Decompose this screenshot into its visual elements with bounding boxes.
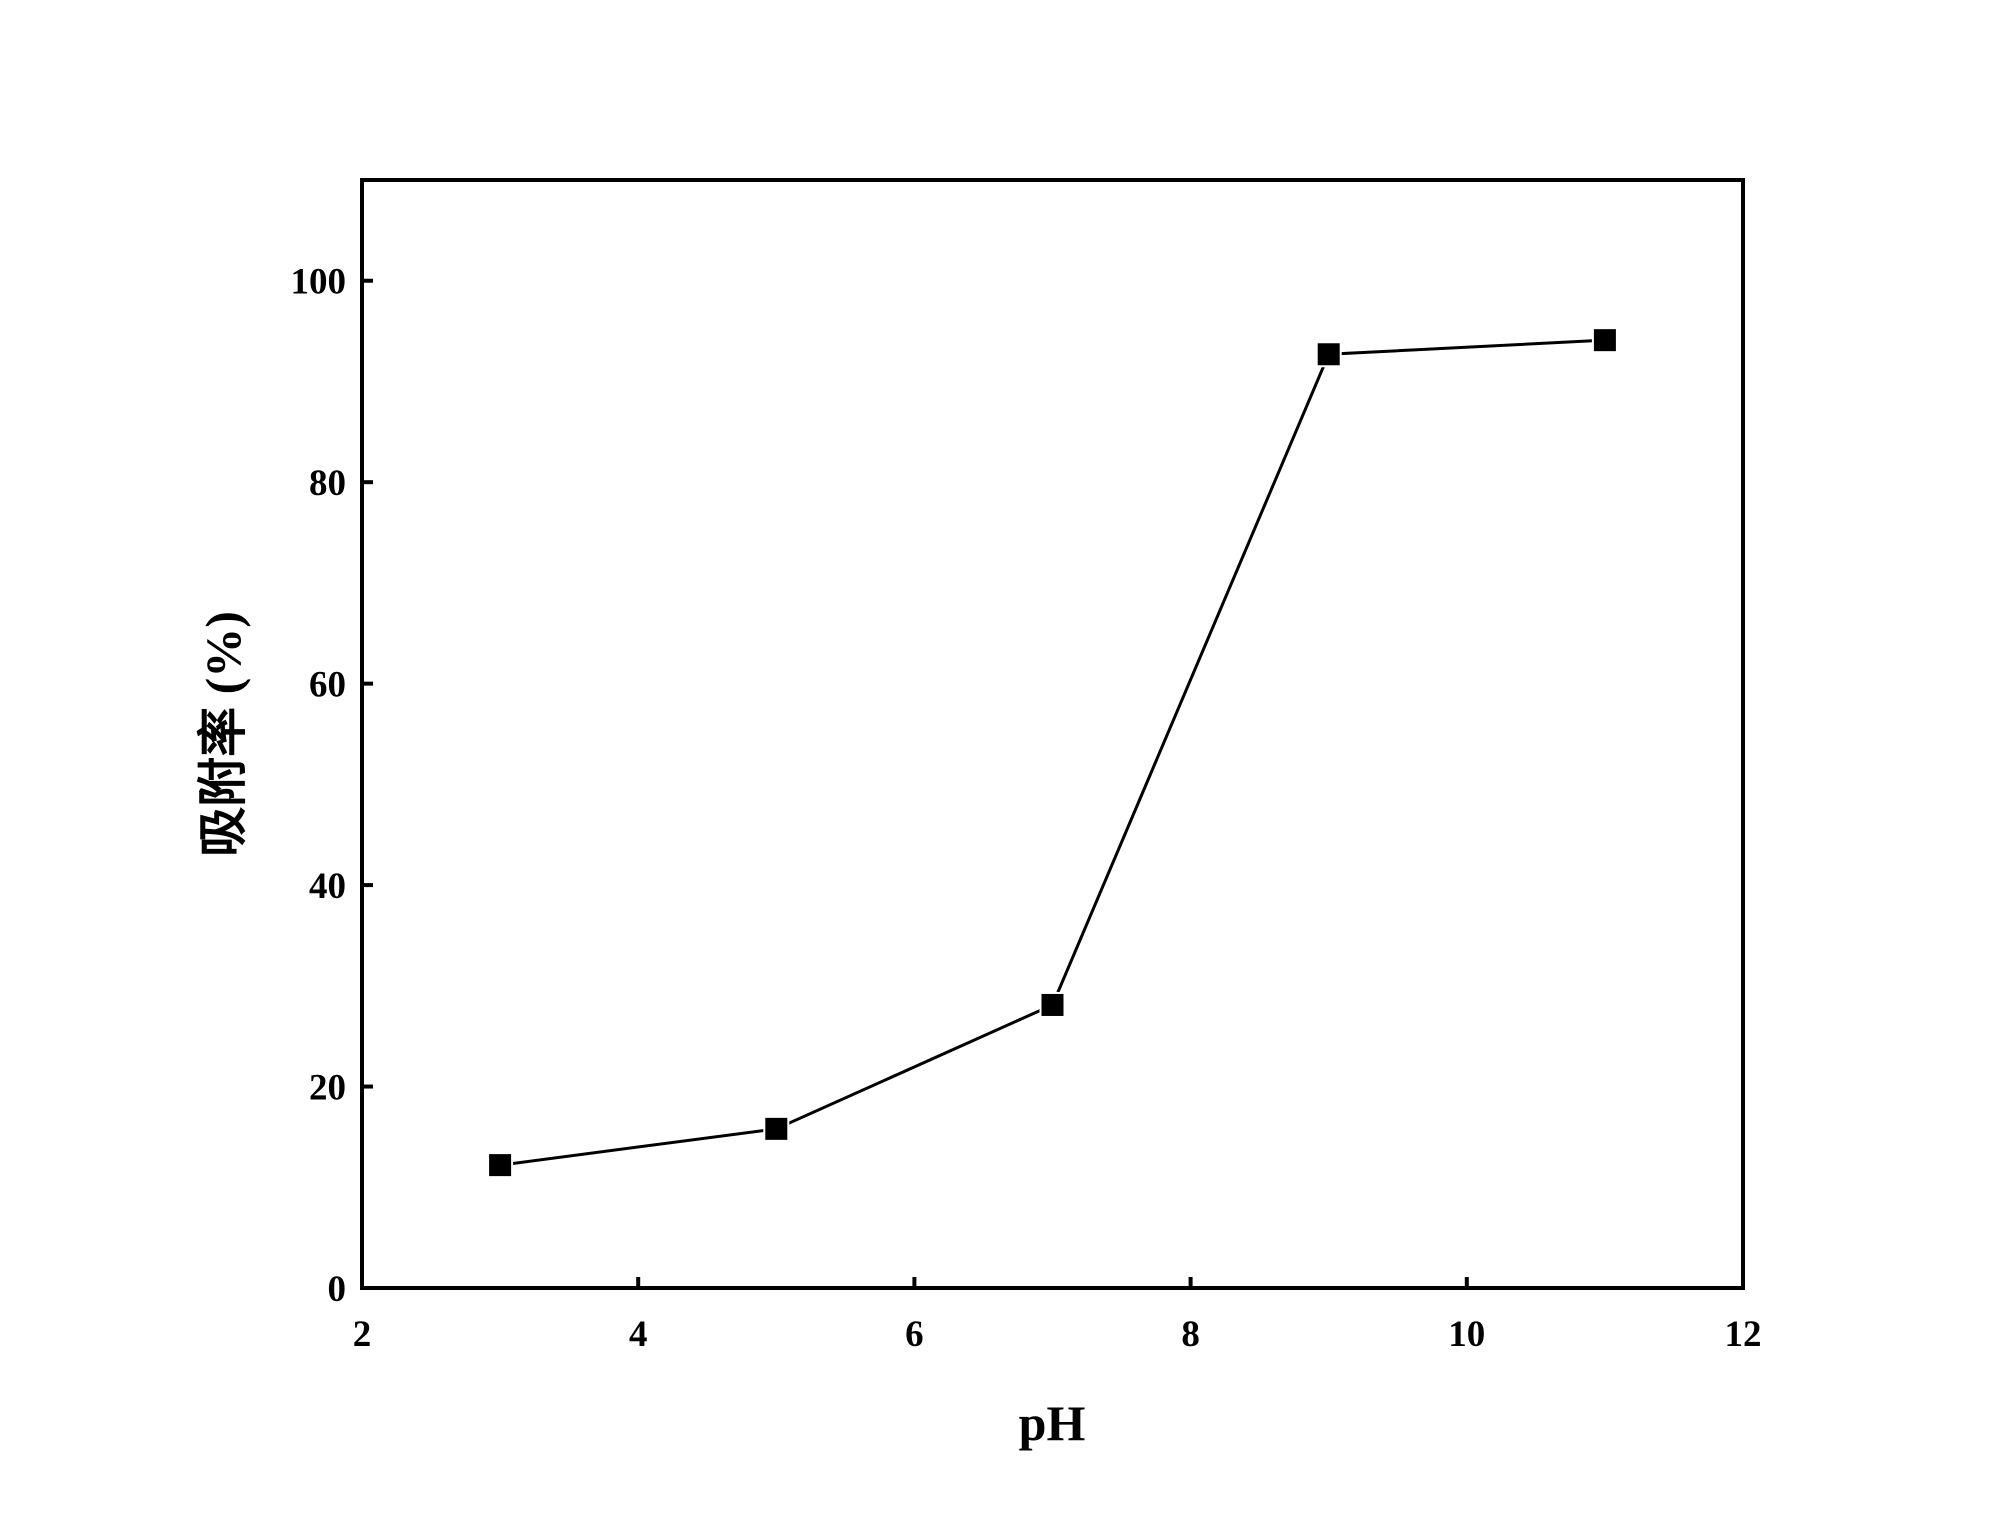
- plot-frame: [360, 178, 1745, 1290]
- y-tick-label: 60: [309, 665, 346, 706]
- x-tick-label: 8: [1181, 1314, 1200, 1355]
- marker: [1315, 341, 1342, 368]
- marker: [763, 1115, 790, 1142]
- x-tick-label: 12: [1725, 1314, 1762, 1355]
- y-axis-title: 吸附率 (%): [195, 611, 251, 857]
- x-tick-label: 2: [353, 1314, 372, 1355]
- x-tick-label: 4: [629, 1314, 648, 1355]
- y-tick-label: 20: [309, 1068, 346, 1109]
- x-axis-title: pH: [1019, 1395, 1086, 1451]
- marker: [1591, 327, 1618, 354]
- y-tick-label: 100: [291, 262, 347, 303]
- marker: [1039, 991, 1066, 1018]
- y-tick-label: 40: [309, 866, 346, 907]
- y-tick-label: 80: [309, 463, 346, 504]
- series-line: [499, 338, 1605, 1167]
- x-tick-label: 6: [905, 1314, 924, 1355]
- x-tick-label: 10: [1448, 1314, 1485, 1355]
- marker: [487, 1152, 514, 1179]
- y-tick-label: 0: [328, 1269, 347, 1310]
